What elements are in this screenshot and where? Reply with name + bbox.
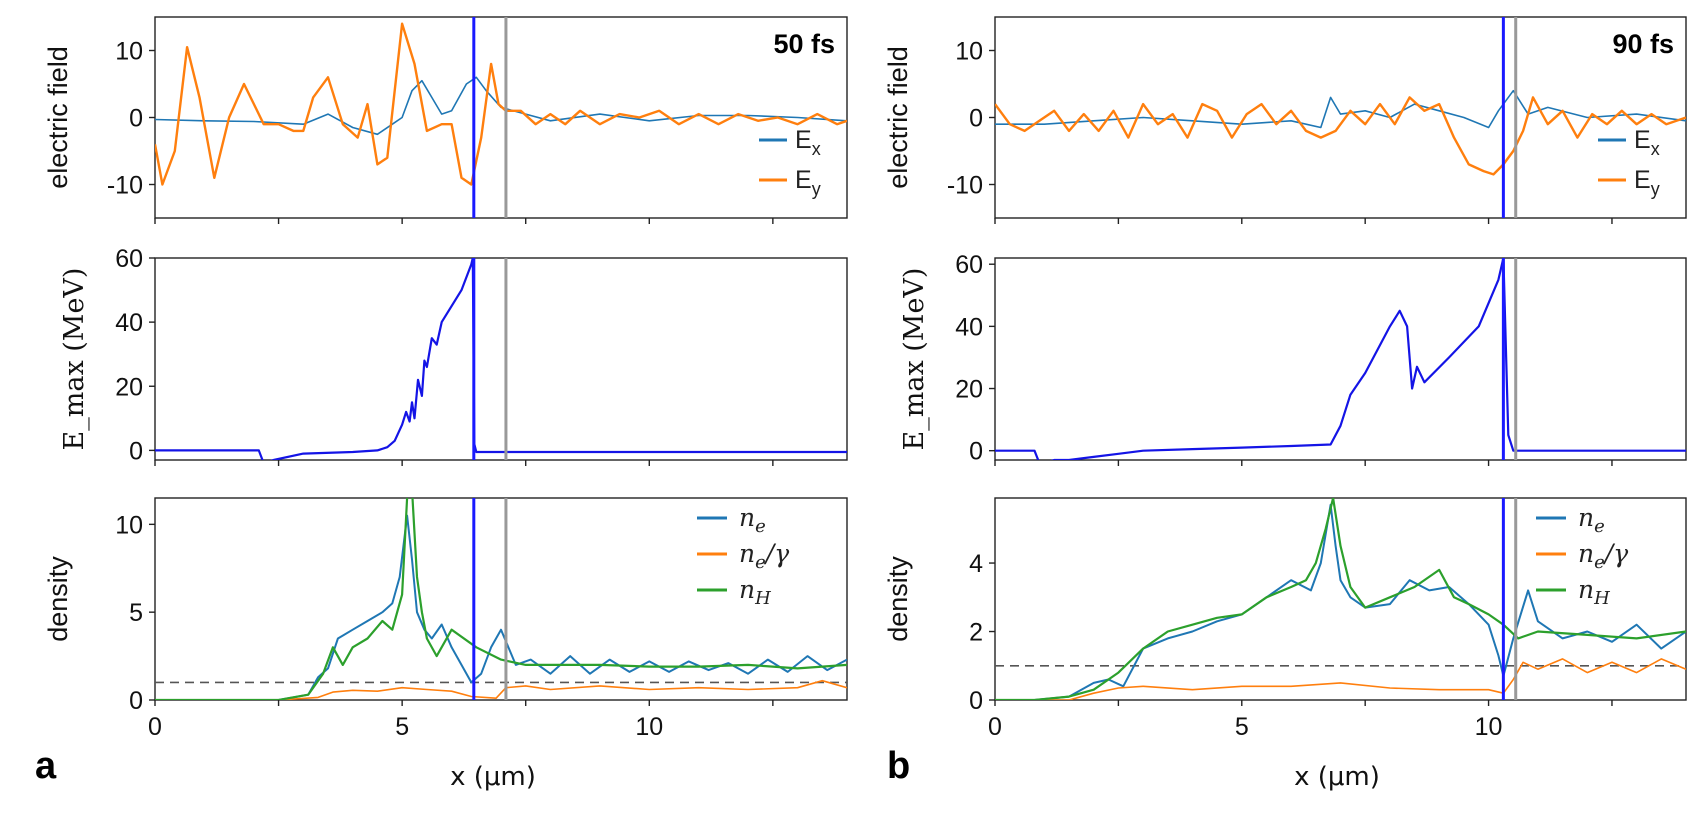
- chart-a-2-y-label: density: [43, 556, 73, 642]
- chart-a-0-legend-label: Ey: [795, 166, 821, 199]
- chart-a-2-series-ne: [155, 514, 847, 700]
- chart-b-2-y-tick-label: 0: [969, 687, 983, 715]
- chart-a-2-y-tick-label: 5: [129, 599, 143, 627]
- chart-a-1-y-tick-label: 0: [129, 437, 143, 465]
- chart-b-1-series-Emax: [995, 258, 1686, 460]
- chart-b-2-series-ne: [995, 658, 1686, 700]
- x-axis-label-b: x (μm): [1294, 762, 1380, 792]
- chart-a-2-y-tick-label: 10: [115, 511, 143, 539]
- chart-b-2-y-tick-label: 4: [969, 550, 983, 578]
- x-tick-label-b: 0: [988, 713, 1002, 741]
- chart-b-2-legend-label: nH: [1578, 575, 1610, 609]
- chart-a-2-series-group: [155, 498, 847, 700]
- chart-a-0-series-Ex: [155, 76, 847, 136]
- chart-a-0: -10 0 10 electric field 50 fs Ex Ey: [43, 16, 848, 224]
- chart-b-0-y-label: electric field: [883, 46, 913, 189]
- x-tick-label-b: 5: [1235, 713, 1249, 741]
- x-tick-label-a: 5: [395, 713, 409, 741]
- chart-b-0-y-tick-label: 10: [955, 38, 983, 66]
- chart-b-1-y-tick-label: 40: [955, 313, 983, 341]
- panel-b: b x (μm): [887, 745, 1380, 792]
- x-tick-label-a: 0: [148, 713, 162, 741]
- chart-b-2-y-tick-label: 2: [969, 619, 983, 647]
- chart-a-2-y-tick-label: 0: [129, 687, 143, 715]
- chart-b-0-series-group: [995, 89, 1686, 176]
- panel-letter-a: a: [35, 745, 57, 787]
- chart-a-1: 0 20 40 60 E_max (MeV): [59, 245, 848, 466]
- chart-a-1-y-tick-label: 20: [115, 373, 143, 401]
- chart-a-1-frame: [154, 257, 848, 461]
- chart-b-0-legend-label: Ex: [1634, 126, 1660, 159]
- chart-b-0-time-label: 90 fs: [1612, 29, 1674, 59]
- chart-a-0-y-tick-label: 0: [129, 105, 143, 133]
- chart-a-0-time-label: 50 fs: [773, 29, 835, 59]
- chart-a-1-y-tick-label: 40: [115, 309, 143, 337]
- chart-b-1-y-tick-label: 20: [955, 376, 983, 404]
- chart-a-1-series-group: [155, 258, 847, 460]
- chart-a-0-series-group: [155, 22, 847, 186]
- chart-b-1-frame: [994, 257, 1687, 461]
- chart-a-0-y-tick-label: 10: [115, 38, 143, 66]
- chart-b-1-series-group: [995, 258, 1686, 460]
- chart-a-2-legend-label: ne/γ: [739, 539, 789, 573]
- chart-b-2-legend-label: ne: [1578, 503, 1605, 537]
- chart-b-1-y-tick-label: 0: [969, 438, 983, 466]
- chart-a-0-series-Ey: [155, 22, 847, 186]
- chart-b-0-legend-label: Ey: [1634, 166, 1660, 199]
- chart-a-2-legend-label: nH: [739, 575, 771, 609]
- chart-a-2-series-nH: [155, 498, 847, 700]
- chart-a-0-y-tick-label: -10: [107, 172, 143, 200]
- chart-a-2-frame: [154, 497, 848, 701]
- chart-a-1-series-Emax: [155, 258, 847, 460]
- chart-b-0: -10 0 10 electric field 90 fs Ex Ey: [883, 16, 1687, 224]
- x-axis-label-a: x (μm): [450, 762, 536, 792]
- chart-b-2-y-label: density: [883, 556, 913, 642]
- chart-a-0-frame: [154, 16, 848, 219]
- chart-b-0-series-Ey: [995, 96, 1686, 176]
- chart-b-0-series-Ex: [995, 89, 1686, 129]
- panel-a: a x (μm): [35, 745, 536, 792]
- chart-b-0-y-tick-label: 0: [969, 105, 983, 133]
- chart-a-2-series-ne: [155, 679, 847, 700]
- x-tick-label-a: 10: [635, 713, 663, 741]
- chart-b-0-y-tick-label: -10: [947, 172, 983, 200]
- chart-a-1-y-tick-label: 60: [115, 245, 143, 273]
- chart-a-1-y-label: E_max (MeV): [59, 268, 90, 451]
- chart-b-1-y-tick-label: 60: [955, 251, 983, 279]
- chart-b-2-legend-label: ne/γ: [1578, 539, 1628, 573]
- chart-b-1: 0 20 40 60 E_max (MeV): [899, 251, 1687, 466]
- x-tick-label-b: 10: [1475, 713, 1503, 741]
- chart-a-0-legend-label: Ex: [795, 126, 821, 159]
- panel-letter-b: b: [887, 745, 910, 787]
- chart-a-2-legend-label: ne: [739, 503, 766, 537]
- chart-b-2-frame: [994, 497, 1687, 701]
- chart-b-0-frame: [994, 16, 1687, 219]
- chart-a-0-y-label: electric field: [43, 46, 73, 189]
- chart-b-1-y-label: E_max (MeV): [899, 268, 930, 451]
